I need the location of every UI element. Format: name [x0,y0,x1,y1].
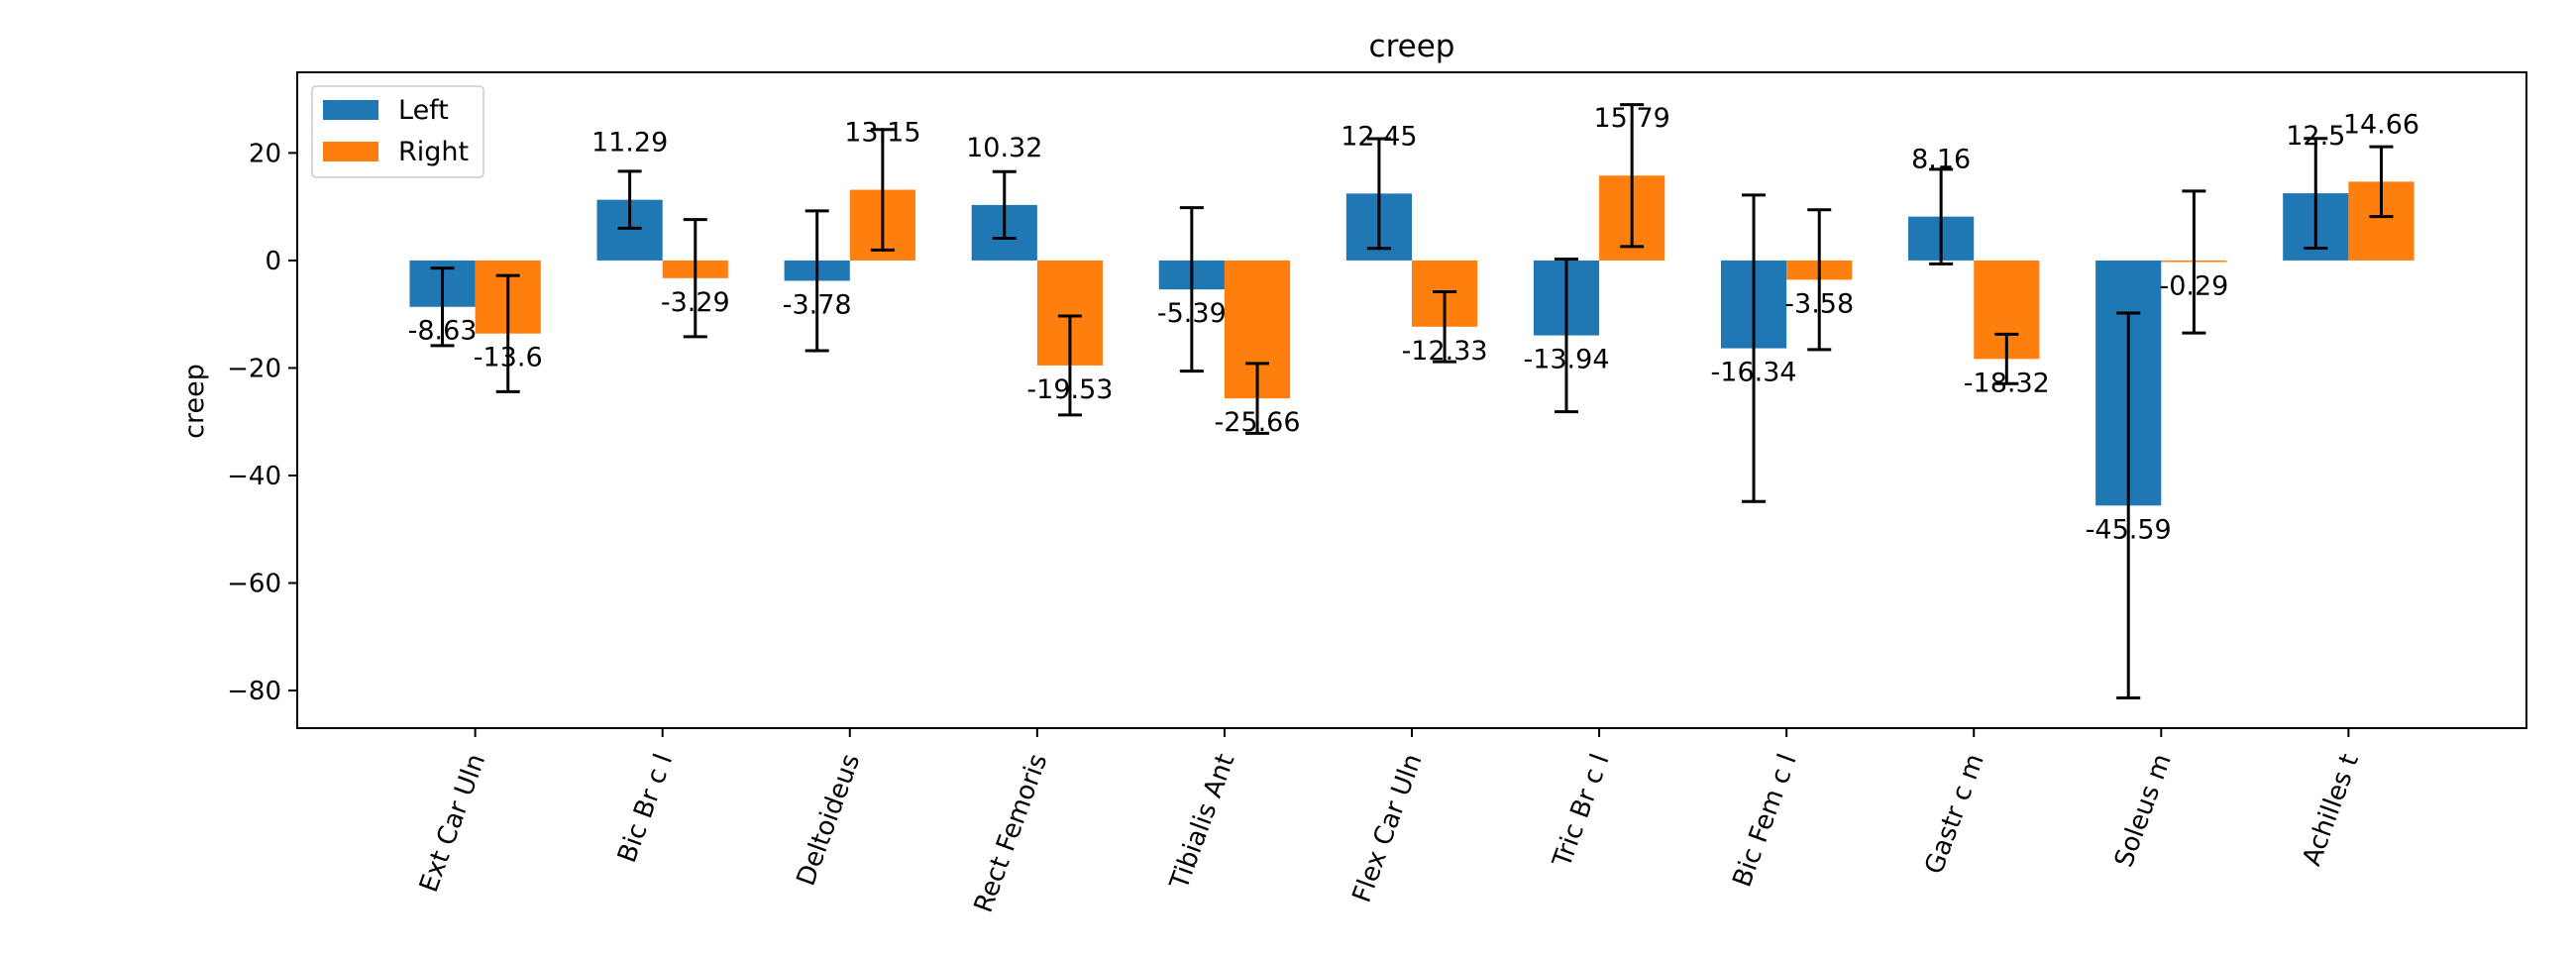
data-label: 15.79 [1594,103,1670,134]
data-label: -18.32 [1964,368,2050,398]
data-label: -16.34 [1711,358,1797,388]
data-label: 12.45 [1341,121,1417,152]
legend-label-left: Left [398,95,449,126]
data-label: -19.53 [1026,374,1113,405]
data-label: 13.15 [844,118,920,149]
data-label: -3.58 [1784,288,1854,319]
data-label: -3.78 [783,289,852,320]
data-label: -0.29 [2159,270,2228,301]
legend-swatch-left [323,100,378,120]
chart-title: creep [1369,29,1455,64]
data-label: -8.63 [408,316,478,347]
y-axis-title: creep [179,364,210,439]
data-label: 14.66 [2343,109,2419,140]
y-tick-label: −60 [227,569,281,598]
y-tick-label: 20 [249,139,281,168]
plot-frame [296,71,2527,729]
y-tick-label: −40 [227,462,281,491]
data-label: 10.32 [966,133,1042,163]
data-label: -45.59 [2086,514,2172,545]
data-label: -5.39 [1157,298,1227,329]
legend-label-right: Right [398,137,469,167]
data-label: 12.5 [2286,121,2345,152]
legend: Left Right [311,85,484,178]
y-tick-label: −80 [227,677,281,706]
data-label: -13.94 [1523,345,1609,375]
legend-swatch-right [323,142,378,161]
y-tick-label: 0 [265,247,281,276]
data-label: -25.66 [1214,407,1300,438]
y-tick-label: −20 [227,354,281,383]
data-label: -12.33 [1402,336,1488,367]
data-label: -13.6 [474,343,543,373]
data-label: 8.16 [1911,145,1971,175]
data-label: 11.29 [591,128,668,159]
data-label: -3.29 [661,287,730,318]
